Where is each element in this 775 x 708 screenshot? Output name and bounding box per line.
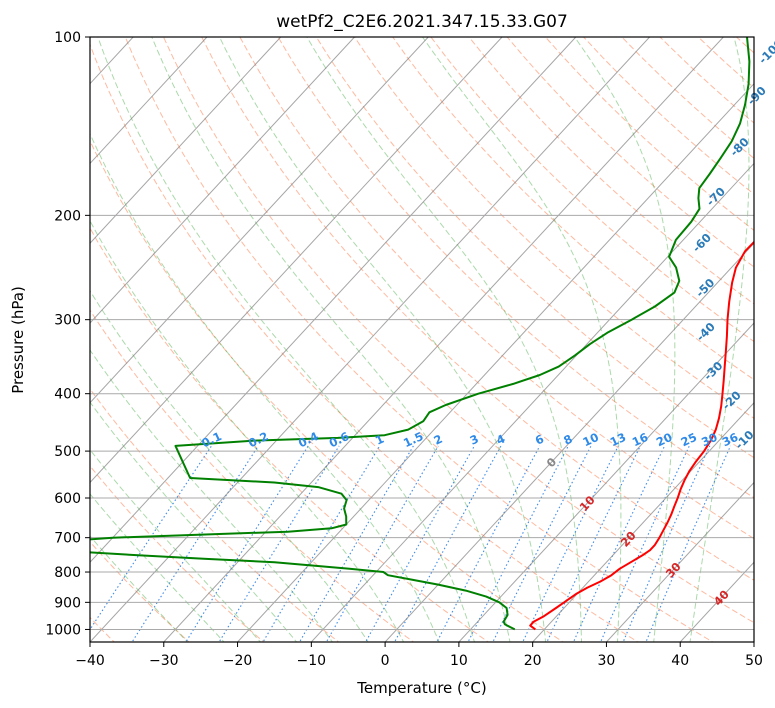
x-axis-label: Temperature (°C): [356, 679, 486, 697]
isotherm-line: [90, 37, 208, 165]
dry-adiabat-line: [354, 37, 754, 419]
dry-adiabat-label: -100: [756, 36, 775, 66]
y-tick-label: 1000: [45, 622, 81, 638]
mixing-ratio-label: 13: [608, 430, 628, 449]
mixing-ratio-line: [546, 445, 641, 642]
isotherm-line: [90, 37, 282, 244]
moist-adiabat-line: [90, 289, 369, 642]
chart-title: wetPf2_C2E6.2021.347.15.33.G07: [276, 12, 568, 32]
isotherm-line: [90, 37, 650, 642]
dry-adiabat-line: [90, 227, 490, 642]
mixing-ratio-line: [436, 445, 541, 642]
mixing-ratio-line: [325, 445, 439, 642]
dry-adiabat-line: [468, 37, 754, 305]
sounding-profiles: [90, 37, 754, 631]
mixing-ratio-label: 16: [630, 430, 650, 449]
x-tick-label: 10: [450, 653, 468, 669]
plot-frame: [89, 36, 755, 643]
isotherm-line: [163, 37, 724, 642]
dewpoint-profile: [90, 37, 751, 631]
y-tick-label: 800: [54, 565, 81, 581]
y-tick-label: 200: [54, 208, 81, 224]
x-tick-label: −20: [223, 653, 253, 669]
dry-adiabat-line: [277, 37, 754, 499]
moist-adiabat-line: [689, 37, 750, 642]
y-tick-label: 100: [54, 30, 81, 46]
mixing-ratio-line: [572, 445, 666, 642]
y-tick-label: 600: [54, 491, 81, 507]
pressure-grid: [90, 37, 754, 642]
moist-adiabat-line: [151, 37, 511, 642]
y-axis-label: Pressure (hPa): [9, 286, 27, 394]
mixing-ratio-line: [90, 445, 212, 631]
isotherm-line: [90, 37, 577, 563]
isotherm-line: [90, 37, 355, 324]
temperature-profile: [529, 240, 754, 631]
x-tick-label: 30: [598, 653, 616, 669]
dry-adiabat-line: [201, 37, 754, 581]
isotherm-line: [384, 242, 754, 642]
moist-adiabat-line: [97, 37, 476, 642]
isotherm-line: [532, 401, 754, 642]
x-tick-label: 20: [524, 653, 542, 669]
dry-adiabat-line: [430, 37, 754, 343]
moist-adiabat-line: [422, 37, 622, 642]
y-tick-label: 400: [54, 387, 81, 403]
y-axis-ticks: 100 200 300 400 500 600 700 800 900 1000: [45, 30, 90, 638]
isotherm-line: [90, 37, 503, 484]
isotherm-line: [606, 481, 754, 642]
y-tick-label: 700: [54, 531, 81, 547]
y-tick-label: 500: [54, 444, 81, 460]
mixing-ratio-label: 30: [699, 430, 719, 449]
isotherm-line: [753, 641, 754, 642]
mixing-ratio-line: [185, 445, 309, 642]
mixing-ratio-line: [218, 445, 340, 642]
dry-adiabat-line: [315, 37, 754, 459]
dry-adiabat-line: [239, 37, 754, 540]
dry-adiabat-line: [90, 309, 415, 642]
mixing-ratio-line: [522, 445, 619, 642]
isotherm-line: [458, 322, 754, 642]
mixing-ratio-label: 20: [654, 430, 674, 449]
y-tick-label: 900: [54, 595, 81, 611]
x-tick-label: −40: [75, 653, 105, 669]
mixing-ratio-label: 36: [720, 430, 740, 449]
x-tick-label: 50: [745, 653, 763, 669]
isotherm-line: [237, 82, 754, 642]
isotherm-line: [310, 162, 754, 642]
y-tick-label: 300: [54, 313, 81, 329]
moist-adiabat-line: [306, 37, 582, 642]
mixing-ratio-line: [131, 445, 259, 642]
x-tick-label: 40: [671, 653, 689, 669]
x-tick-label: −10: [297, 653, 327, 669]
x-tick-label: −30: [149, 653, 179, 669]
mixing-ratio-line: [262, 445, 381, 642]
x-axis-ticks: −40 −30 −20 −10 0 10 20 30 40 50: [75, 642, 763, 669]
mixing-ratio-label: 25: [679, 430, 699, 449]
isotherm-line: [90, 37, 429, 404]
x-tick-label: 0: [381, 653, 390, 669]
mixing-ratio-line: [298, 445, 414, 642]
mixing-ratio-label: 10: [580, 430, 600, 449]
moist-adiabat-line: [574, 37, 676, 642]
moist-adiabat-line: [219, 37, 547, 642]
